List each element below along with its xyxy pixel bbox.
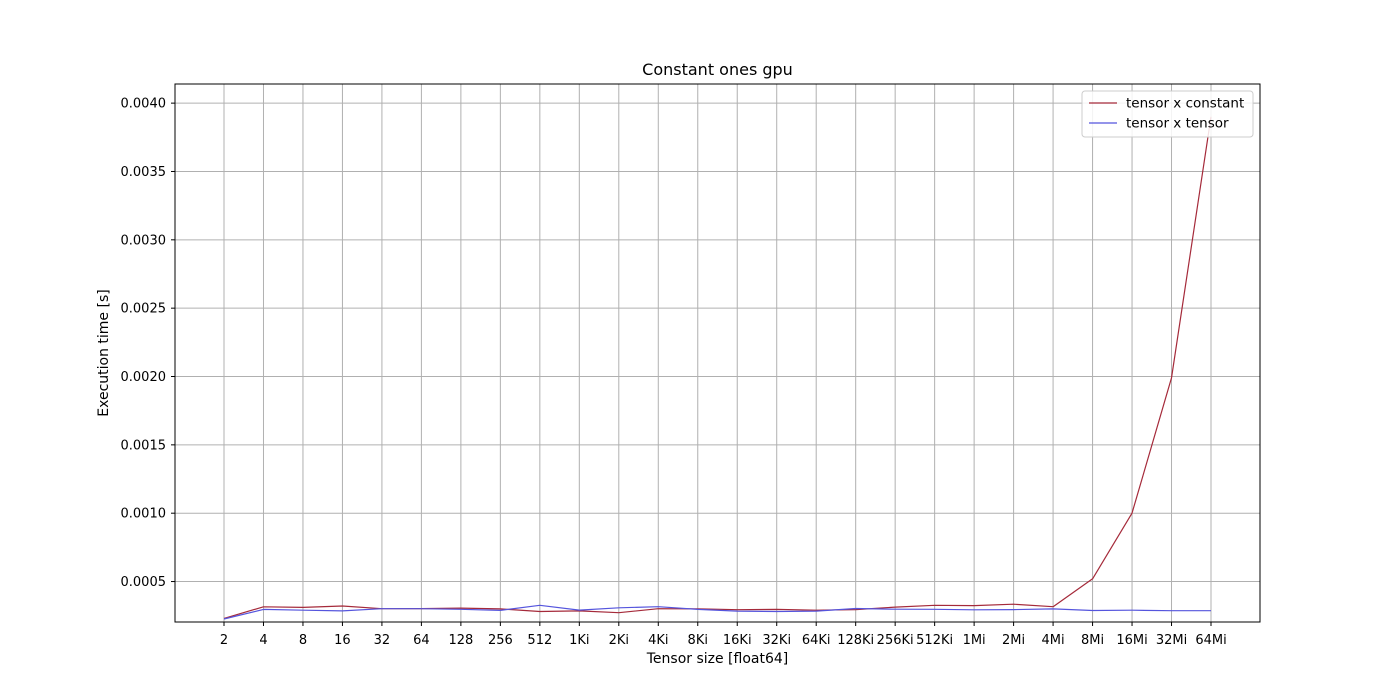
x-tick-label: 4Mi (1042, 633, 1065, 648)
x-tick-label: 32Mi (1156, 633, 1187, 648)
data-point (539, 605, 540, 606)
data-point (776, 609, 777, 610)
x-tick-label: 2Mi (1002, 633, 1025, 648)
data-point (895, 607, 896, 608)
chart-title: Constant ones gpu (642, 60, 793, 79)
data-point (1171, 610, 1172, 611)
x-tick-label: 16Mi (1116, 633, 1147, 648)
x-tick-label: 4 (259, 633, 267, 648)
x-tick-label: 64Mi (1195, 633, 1226, 648)
x-axis-title: Tensor size [float64] (646, 651, 789, 667)
data-point (500, 610, 501, 611)
data-point (895, 609, 896, 610)
data-point (855, 609, 856, 610)
x-tick-label: 256Ki (877, 633, 914, 648)
y-tick-label: 0.0015 (121, 438, 167, 453)
x-tick-label: 2Ki (609, 633, 629, 648)
data-point (263, 606, 264, 607)
x-tick-label: 16 (334, 633, 351, 648)
x-tick-label: 64Ki (802, 633, 831, 648)
y-tick-label: 0.0035 (121, 165, 167, 180)
y-tick-label: 0.0020 (121, 370, 167, 385)
x-tick-label: 64 (413, 633, 430, 648)
legend-label: tensor x tensor (1126, 116, 1229, 132)
y-axis: 0.0005 0.0010 0.0015 0.0020 0.0025 0.0030 0.00… (121, 97, 175, 590)
plot-area-frame (174, 83, 1261, 623)
data-point (342, 610, 343, 611)
data-point (1013, 609, 1014, 610)
data-point (1013, 604, 1014, 605)
data-point (737, 609, 738, 610)
data-point (934, 605, 935, 606)
legend: tensor x constant tensor x tensor (1081, 90, 1254, 138)
y-tick-label: 0.0025 (121, 302, 167, 317)
y-tick-label: 0.0040 (121, 97, 167, 112)
data-point (1131, 610, 1132, 611)
x-tick-label: 128Ki (837, 633, 874, 648)
y-tick-label: 0.0030 (121, 233, 167, 248)
data-point (263, 609, 264, 610)
data-point (618, 607, 619, 608)
data-point (460, 607, 461, 608)
x-tick-label: 8Ki (688, 633, 708, 648)
series-line-1 (223, 604, 1211, 620)
data-point (1210, 610, 1211, 611)
x-tick-label: 512Ki (916, 633, 953, 648)
data-point (460, 609, 461, 610)
data-point (579, 610, 580, 611)
y-tick-label: 0.0005 (121, 575, 167, 590)
x-tick-label: 4Ki (648, 633, 668, 648)
x-tick-label: 16Ki (723, 633, 752, 648)
data-point (658, 606, 659, 607)
data-point (381, 608, 382, 609)
series-lines (223, 116, 1212, 620)
x-tick-label: 256 (488, 633, 513, 648)
x-tick-label: 512 (527, 633, 552, 648)
data-point (539, 611, 540, 612)
grid (175, 84, 1260, 622)
data-point (816, 610, 817, 611)
data-point (302, 610, 303, 611)
x-tick-label: 2 (220, 633, 228, 648)
data-point (421, 608, 422, 609)
data-point (342, 605, 343, 606)
data-point (1131, 513, 1132, 514)
data-point (1052, 606, 1053, 607)
x-tick-label: 32Ki (762, 633, 791, 648)
data-point (500, 608, 501, 609)
data-point (618, 612, 619, 613)
data-point (1092, 610, 1093, 611)
data-point (1171, 377, 1172, 378)
legend-box (1081, 90, 1254, 138)
x-tick-label: 128 (448, 633, 473, 648)
data-point (1052, 608, 1053, 609)
data-point (776, 611, 777, 612)
data-point (1092, 578, 1093, 579)
data-point (855, 608, 856, 609)
y-tick-label: 0.0010 (121, 507, 167, 522)
x-tick-label: 1Ki (569, 633, 589, 648)
x-tick-label: 32 (374, 633, 391, 648)
x-tick-label: 8 (299, 633, 307, 648)
legend-label: tensor x constant (1126, 96, 1244, 112)
data-point (934, 609, 935, 610)
x-tick-label: 1Mi (963, 633, 986, 648)
data-point (302, 607, 303, 608)
data-point (974, 605, 975, 606)
data-point (658, 608, 659, 609)
data-point (223, 618, 224, 619)
y-axis-title: Execution time [s] (96, 289, 112, 416)
data-point (737, 610, 738, 611)
data-point (697, 609, 698, 610)
data-point (974, 609, 975, 610)
x-tick-label: 8Mi (1081, 633, 1104, 648)
x-axis: 2 4 8 16 32 64 128 256 512 1Ki 2Ki 4Ki 8Ki 16Ki 32Ki 64… (220, 622, 1227, 648)
